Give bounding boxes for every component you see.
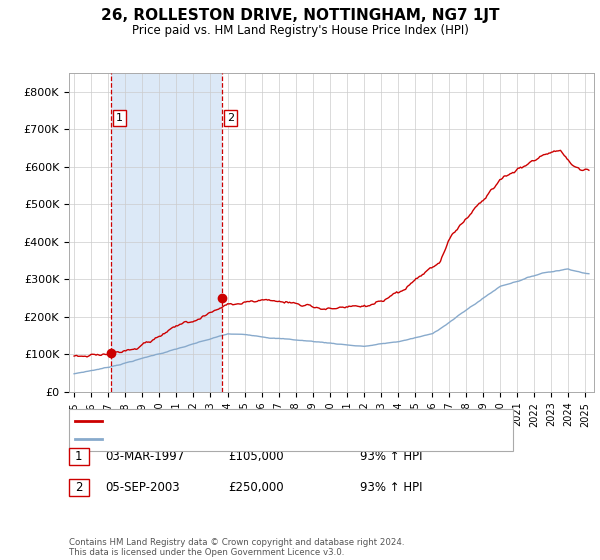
Text: 26, ROLLESTON DRIVE, NOTTINGHAM, NG7 1JT (detached house): 26, ROLLESTON DRIVE, NOTTINGHAM, NG7 1JT… — [106, 416, 430, 426]
Text: 1: 1 — [75, 450, 83, 463]
Text: Price paid vs. HM Land Registry's House Price Index (HPI): Price paid vs. HM Land Registry's House … — [131, 24, 469, 36]
Text: 1: 1 — [116, 113, 123, 123]
Text: 03-MAR-1997: 03-MAR-1997 — [105, 450, 184, 463]
Text: £105,000: £105,000 — [228, 450, 284, 463]
Text: 2: 2 — [75, 480, 83, 494]
Text: 93% ↑ HPI: 93% ↑ HPI — [360, 480, 422, 494]
Bar — [111, 73, 222, 392]
Text: £250,000: £250,000 — [228, 480, 284, 494]
Text: 2: 2 — [227, 113, 234, 123]
Text: Contains HM Land Registry data © Crown copyright and database right 2024.
This d: Contains HM Land Registry data © Crown c… — [69, 538, 404, 557]
Text: 05-SEP-2003: 05-SEP-2003 — [105, 480, 179, 494]
Text: 26, ROLLESTON DRIVE, NOTTINGHAM, NG7 1JT: 26, ROLLESTON DRIVE, NOTTINGHAM, NG7 1JT — [101, 8, 499, 24]
Text: HPI: Average price, detached house, City of Nottingham: HPI: Average price, detached house, City… — [106, 434, 385, 444]
Text: 93% ↑ HPI: 93% ↑ HPI — [360, 450, 422, 463]
